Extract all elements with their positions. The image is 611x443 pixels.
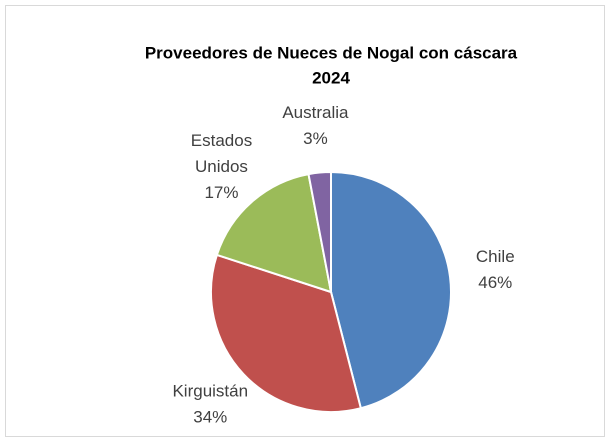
value-label: 17% [204,183,238,202]
pie-slice [215,172,333,294]
chart-title: Proveedores de Nueces de Nogal con cásca… [145,43,518,62]
data-label: Estados Unidos 17% [191,131,252,202]
value-label: 46% [478,274,512,293]
data-label: Kirguistán 34% [172,382,248,427]
category-label: Chile [476,248,515,267]
pie-slice [307,170,332,293]
pie-slice [210,253,363,413]
chart-title: 2024 [312,68,350,87]
value-label: 3% [303,130,328,149]
category-label: Kirguistán [172,382,248,401]
data-label: Chile 46% [476,248,515,293]
category-label: Unidos [195,157,248,176]
category-label: Estados [191,131,252,150]
data-label: Australia 3% [282,104,349,149]
pie-slice [330,170,452,410]
value-label: 34% [193,408,227,427]
category-label: Australia [282,104,349,123]
